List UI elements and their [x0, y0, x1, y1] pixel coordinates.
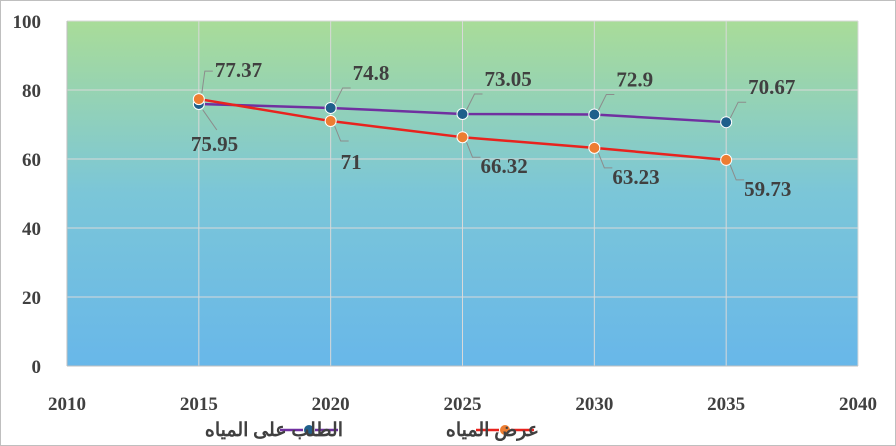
data-point — [192, 93, 205, 106]
data-label: 70.67 — [748, 75, 795, 99]
data-point — [720, 153, 733, 166]
leader-line — [597, 152, 613, 169]
y-tick-label: 80 — [22, 81, 41, 102]
x-tick-label: 2035 — [707, 394, 745, 415]
x-tick-label: 2020 — [312, 394, 350, 415]
leader-line — [597, 93, 615, 111]
data-label: 77.37 — [215, 58, 262, 82]
data-point — [720, 116, 733, 129]
leader-line — [334, 87, 351, 105]
data-label: 59.73 — [744, 177, 791, 201]
y-tick-label: 20 — [22, 288, 41, 309]
data-label: 63.23 — [612, 165, 659, 189]
data-label: 72.9 — [616, 67, 653, 91]
y-tick-label: 60 — [22, 150, 41, 171]
data-point — [588, 141, 601, 154]
data-point — [324, 101, 337, 114]
legend-marker-0 — [303, 424, 315, 436]
leader-line — [466, 93, 483, 111]
x-tick-label: 2025 — [444, 394, 482, 415]
legend-label: عرض المياه — [446, 420, 539, 441]
data-point — [588, 108, 601, 121]
leader-line — [729, 101, 747, 119]
data-label: 73.05 — [485, 67, 532, 91]
data-label: 66.32 — [481, 154, 528, 178]
legend-label: الطلب على المياه — [205, 420, 343, 441]
leader-line — [466, 142, 481, 158]
data-point — [456, 131, 469, 144]
x-tick-label: 2030 — [575, 394, 613, 415]
y-tick-label: 0 — [32, 357, 42, 378]
legend-marker-1 — [499, 424, 511, 436]
x-tick-label: 2040 — [839, 394, 877, 415]
data-label: 74.8 — [353, 61, 390, 85]
data-point — [456, 107, 469, 120]
leader-line — [334, 125, 349, 142]
data-labels: 75.95 74.8 73.05 72.9 70.67 77.37 71 66.32 63.23… — [191, 58, 796, 201]
y-tick-label: 100 — [13, 12, 42, 33]
leader-line — [201, 70, 213, 94]
series-layer — [192, 93, 733, 166]
leader-line — [729, 164, 745, 181]
legend: الطلب على المياه عرض المياه — [205, 420, 539, 441]
leader-line — [202, 109, 218, 131]
x-tick-label: 2015 — [180, 394, 218, 415]
x-tick-label: 2010 — [48, 394, 86, 415]
data-point — [324, 115, 337, 128]
data-label: 75.95 — [191, 132, 238, 156]
y-tick-label: 40 — [22, 219, 41, 240]
data-label: 71 — [341, 150, 362, 174]
